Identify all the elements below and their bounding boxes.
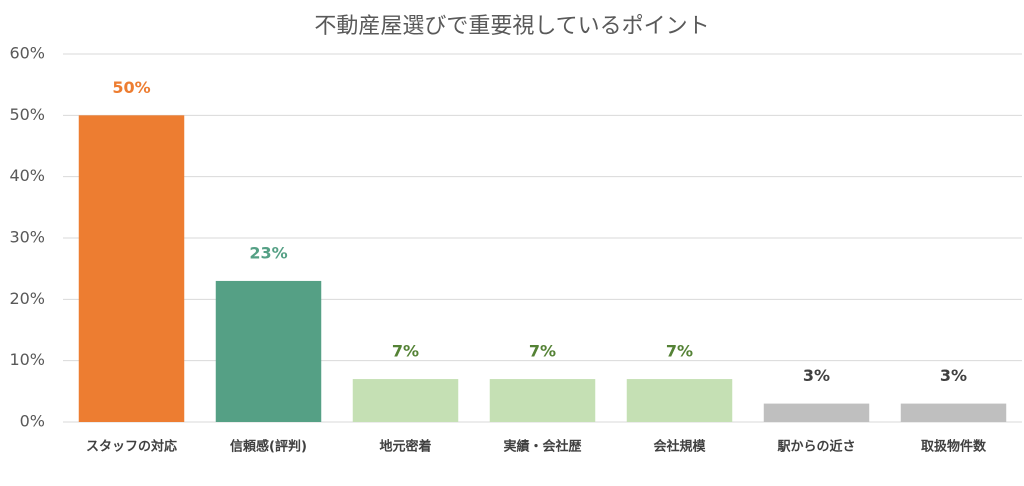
y-tick-label: 0%	[20, 412, 45, 431]
value-label: 7%	[392, 342, 419, 361]
y-tick-label: 60%	[9, 44, 45, 63]
x-tick-label: 取扱物件数	[921, 439, 987, 455]
x-tick-label: 地元密着	[379, 439, 431, 455]
value-label: 50%	[112, 78, 150, 97]
bar	[763, 403, 870, 422]
bar	[626, 379, 733, 422]
x-tick-label: 会社規模	[653, 439, 706, 455]
bar	[215, 280, 322, 422]
y-tick-label: 20%	[9, 289, 45, 308]
bar	[78, 115, 185, 422]
x-tick-label: 信頼感(評判)	[230, 439, 307, 455]
y-tick-label: 50%	[9, 105, 45, 124]
x-tick-label: 駅からの近さ	[776, 439, 855, 455]
bar	[352, 379, 459, 422]
bar	[489, 379, 596, 422]
y-tick-label: 10%	[9, 350, 45, 369]
x-tick-label: スタッフの対応	[86, 439, 177, 455]
y-tick-label: 40%	[9, 166, 45, 185]
value-label: 23%	[249, 243, 287, 262]
x-tick-label: 実績・会社歴	[503, 439, 581, 455]
y-tick-label: 30%	[9, 228, 45, 247]
bar	[900, 403, 1007, 422]
value-label: 7%	[666, 342, 693, 361]
value-label: 3%	[803, 366, 830, 385]
value-label: 7%	[529, 342, 556, 361]
value-label: 3%	[940, 366, 967, 385]
chart-title: 不動産屋選びで重要視しているポイント	[314, 14, 709, 39]
